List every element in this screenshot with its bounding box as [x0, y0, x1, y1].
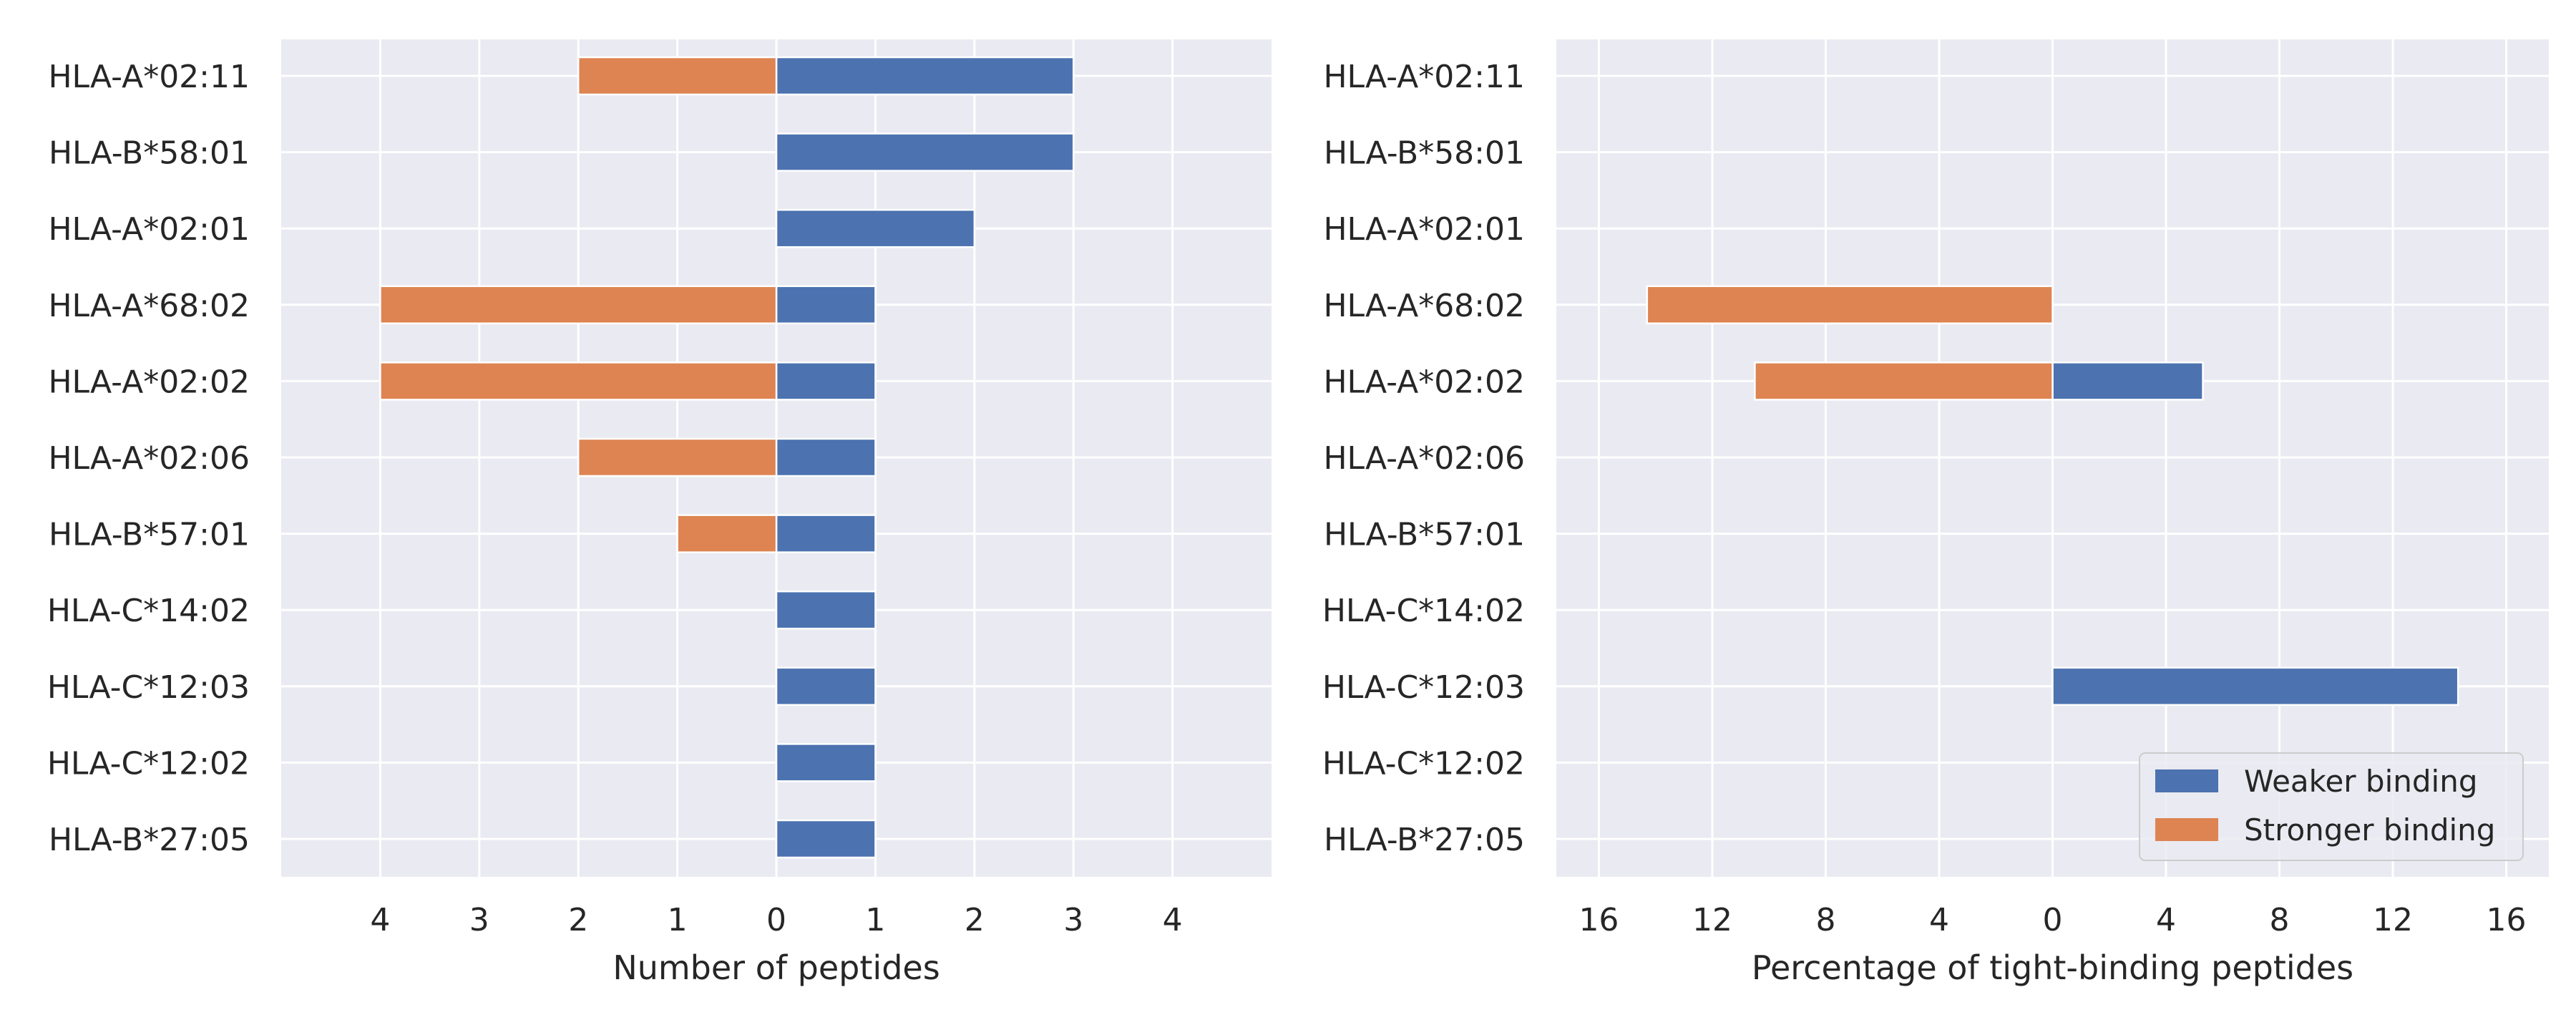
y-tick-label: HLA-A*02:11 — [48, 59, 250, 95]
x-tick-label: 8 — [1815, 902, 1835, 938]
panel-peptide-count: HLA-A*02:11 HLA-B*58:01 HLA-A*02:01 HLA-A*6… — [47, 39, 1272, 987]
x-axis-label: Percentage of tight-binding peptides — [1752, 948, 2353, 987]
y-tick-label: HLA-B*27:05 — [49, 822, 250, 858]
legend-swatch-stronger — [2155, 818, 2218, 841]
bar-weaker — [775, 132, 1075, 172]
y-tick-label: HLA-B*57:01 — [49, 517, 250, 553]
y-tick-label: HLA-A*02:01 — [1323, 211, 1525, 248]
bar-weaker — [775, 514, 877, 553]
y-tick-label: HLA-C*12:02 — [47, 745, 250, 782]
x-tick-label: 1 — [865, 902, 885, 938]
x-tick-label: 12 — [1692, 902, 1732, 938]
bar-weaker — [775, 743, 877, 782]
x-tick-label: 16 — [2487, 902, 2527, 938]
y-tick-label: HLA-C*12:03 — [47, 669, 250, 706]
x-tick-label: 3 — [469, 902, 489, 938]
legend: Weaker binding Stronger binding — [2139, 752, 2524, 861]
x-tick-labels: 4 3 2 1 0 1 2 3 4 — [370, 902, 1182, 938]
x-tick-label: 16 — [1579, 902, 1619, 938]
x-tick-label: 1 — [668, 902, 688, 938]
y-tick-label: HLA-A*02:02 — [1323, 364, 1525, 400]
bar-weaker — [775, 208, 976, 248]
x-tick-label: 0 — [2043, 902, 2063, 938]
bar-weaker — [775, 590, 877, 630]
y-tick-label: HLA-B*27:05 — [1324, 822, 1525, 858]
y-tick-labels: HLA-A*02:11 HLA-B*58:01 HLA-A*02:01 HLA-A*6… — [47, 59, 250, 858]
y-tick-label: HLA-C*14:02 — [47, 593, 250, 629]
y-tick-label: HLA-B*58:01 — [1324, 135, 1525, 172]
legend-label-stronger: Stronger binding — [2244, 812, 2495, 847]
x-tick-labels: 16 12 8 4 0 4 8 12 16 — [1579, 902, 2526, 938]
x-tick-label: 12 — [2373, 902, 2413, 938]
x-tick-label: 0 — [766, 902, 786, 938]
y-tick-label: HLA-A*02:06 — [1323, 440, 1525, 477]
bar-weaker — [775, 56, 1075, 96]
panel-tight-binding-percentage: HLA-A*02:11 HLA-B*58:01 HLA-A*02:01 HLA-A*6… — [1322, 39, 2549, 987]
bar-weaker — [775, 285, 877, 325]
y-tick-labels: HLA-A*02:11 HLA-B*58:01 HLA-A*02:01 HLA-A*6… — [1322, 59, 1525, 858]
y-tick-label: HLA-A*02:01 — [48, 211, 250, 248]
bar-weaker — [775, 437, 877, 477]
x-tick-label: 2 — [568, 902, 588, 938]
bar-stronger — [1646, 285, 2054, 325]
x-tick-label: 2 — [965, 902, 985, 938]
bar-stronger — [676, 514, 778, 553]
bar-weaker — [2051, 361, 2204, 401]
y-tick-label: HLA-A*68:02 — [48, 288, 250, 324]
bar-stronger — [577, 437, 778, 477]
bars — [379, 56, 1075, 859]
y-tick-label: HLA-A*02:02 — [48, 364, 250, 400]
bar-stronger — [379, 285, 778, 325]
bar-stronger — [577, 56, 778, 96]
y-tick-label: HLA-C*12:02 — [1322, 745, 1525, 782]
bar-stronger — [1754, 361, 2054, 401]
bar-weaker — [775, 361, 877, 401]
x-tick-label: 4 — [1163, 902, 1183, 938]
x-tick-label: 4 — [1929, 902, 1949, 938]
y-tick-label: HLA-A*02:06 — [48, 440, 250, 477]
y-tick-label: HLA-A*68:02 — [1323, 288, 1525, 324]
y-tick-label: HLA-B*58:01 — [49, 135, 250, 172]
bar-weaker — [775, 666, 877, 706]
y-tick-label: HLA-A*02:11 — [1323, 59, 1525, 95]
y-tick-label: HLA-C*12:03 — [1322, 669, 1525, 706]
bars — [1646, 285, 2459, 706]
x-axis-label: Number of peptides — [613, 948, 940, 987]
bar-stronger — [379, 361, 778, 401]
x-tick-label: 8 — [2270, 902, 2290, 938]
y-tick-label: HLA-B*57:01 — [1324, 517, 1525, 553]
bar-weaker — [775, 819, 877, 859]
x-tick-label: 4 — [2156, 902, 2176, 938]
x-tick-label: 3 — [1063, 902, 1083, 938]
bar-weaker — [2051, 666, 2459, 706]
x-tick-label: 4 — [370, 902, 390, 938]
legend-swatch-weaker — [2155, 769, 2218, 792]
y-tick-label: HLA-C*14:02 — [1322, 593, 1525, 629]
legend-box — [2139, 752, 2524, 861]
legend-label-weaker: Weaker binding — [2244, 764, 2477, 799]
